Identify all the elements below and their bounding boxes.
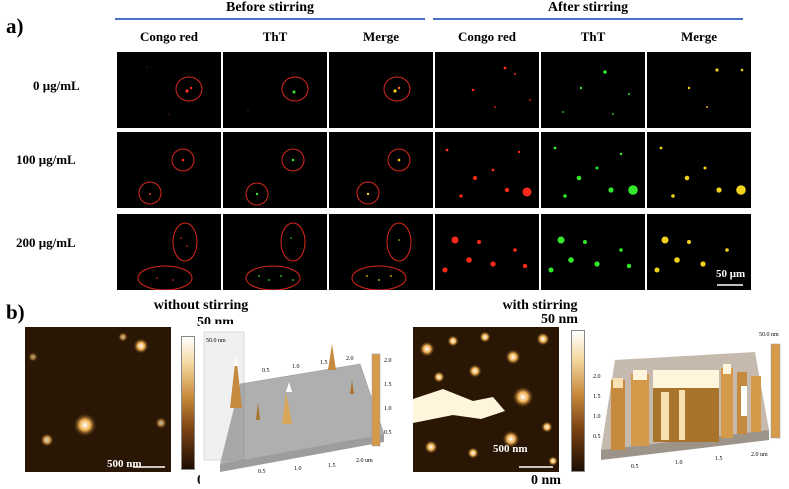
micrograph-before-congo-200 <box>117 214 221 290</box>
afm-title-right: with stirring <box>502 298 578 313</box>
micrograph-before-tht-200 <box>223 214 327 290</box>
micrograph-after-merge-200 <box>647 214 751 290</box>
colorbar-bottom-label-right: 0 nm <box>531 473 561 488</box>
plot3d-y-tick: 1.5 <box>320 360 328 366</box>
plot3d-z-label-right: 50.0 nm <box>759 332 779 338</box>
micrograph-before-merge-200 <box>329 214 433 290</box>
plot3d-side-tick: 2.0 <box>384 358 392 364</box>
plot3d-y-tick: 1.0 <box>593 414 601 420</box>
plot3d-x-tick: 2.0 um <box>356 458 373 464</box>
plot3d-y-tick: 2.0 <box>593 374 601 380</box>
panel-b-label: b) <box>6 300 25 324</box>
group-title-before: Before stirring <box>226 0 314 15</box>
colorbar-top-label-right: 50 nm <box>541 312 578 327</box>
plot3d-y-tick: 0.5 <box>262 368 270 374</box>
plot3d-x-tick: 1.0 <box>675 460 683 466</box>
micrograph-after-congo-200 <box>435 214 539 290</box>
plot3d-x-tick: 1.5 <box>328 463 336 469</box>
plot3d-x-tick: 0.5 <box>631 464 639 470</box>
plot3d-x-tick: 1.5 <box>715 456 723 462</box>
afm-2d-image-left <box>25 327 171 472</box>
micrograph-after-tht-100 <box>541 132 645 208</box>
plot3d-y-tick: 0.5 <box>593 434 601 440</box>
micrograph-after-congo-0 <box>435 52 539 128</box>
plot3d-x-tick: 2.0 um <box>751 452 768 458</box>
plot3d-z-label-left: 50.0 nm <box>206 338 226 344</box>
micrograph-after-merge-100 <box>647 132 751 208</box>
plot3d-x-tick: 1.0 <box>294 466 302 472</box>
scale-bar-label-left: 500 nm <box>107 458 142 470</box>
column-header: Merge <box>362 29 400 44</box>
row-label: 100 μg/mL <box>16 152 76 167</box>
afm-3d-plot-left: 50.0 nm 0.5 1.0 1.5 2.0 um 0.5 1.0 1.5 2… <box>200 324 400 484</box>
row-label: 0 μg/mL <box>33 78 80 93</box>
micrograph-after-merge-0 <box>647 52 751 128</box>
plot3d-y-tick: 1.5 <box>593 394 601 400</box>
scale-bar-label-right: 500 nm <box>493 443 528 455</box>
micrograph-before-tht-0 <box>223 52 327 128</box>
afm-title-left: without stirring <box>153 298 249 313</box>
column-header: Congo red <box>458 29 516 44</box>
group-underline-before <box>115 18 425 20</box>
colorbar-right <box>571 330 585 472</box>
colorbar-left <box>181 336 195 470</box>
micrograph-before-tht-100 <box>223 132 327 208</box>
afm-2d-image-right <box>413 327 559 472</box>
plot3d-side-tick: 1.5 <box>384 382 392 388</box>
plot3d-y-tick: 2.0 <box>346 356 354 362</box>
column-header: Merge <box>680 29 718 44</box>
row-label: 200 μg/mL <box>16 235 76 250</box>
micrograph-before-merge-100 <box>329 132 433 208</box>
micrograph-before-merge-0 <box>329 52 433 128</box>
plot3d-side-tick: 1.0 <box>384 406 392 412</box>
plot3d-x-tick: 0.5 <box>258 469 266 475</box>
afm-3d-plot-right: 50.0 nm 0.5 1.0 1.5 2.0 um 2.0 1.5 1.0 0… <box>591 330 787 478</box>
panel-a-label: a) <box>6 14 24 38</box>
column-header: ThT <box>262 29 288 44</box>
micrograph-before-congo-0 <box>117 52 221 128</box>
plot3d-y-tick: 1.0 <box>292 364 300 370</box>
column-header: Congo red <box>140 29 198 44</box>
micrograph-after-tht-0 <box>541 52 645 128</box>
micrograph-before-congo-100 <box>117 132 221 208</box>
group-underline-after <box>433 18 743 20</box>
group-title-after: After stirring <box>547 0 629 15</box>
micrograph-after-tht-200 <box>541 214 645 290</box>
scale-bar-label: 50 μm <box>716 268 746 280</box>
column-header: ThT <box>580 29 606 44</box>
micrograph-after-congo-100 <box>435 132 539 208</box>
plot3d-side-tick: 0.5 <box>384 430 392 436</box>
